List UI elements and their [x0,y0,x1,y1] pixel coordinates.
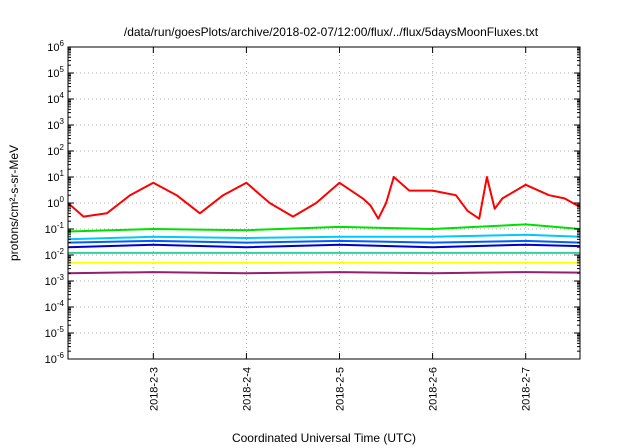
y-tick-label: 103 [47,117,64,132]
y-tick-label: 10-4 [45,299,65,314]
y-tick-label: 102 [47,143,64,158]
y-tick-label: 10-1 [45,221,65,236]
y-axis-label: protons/cm²-s-sr-MeV [7,145,21,261]
x-tick-label: 2018-2-5 [335,367,347,411]
series-line-3 [67,233,581,241]
y-tick-label: 106 [47,39,64,54]
y-axis: 10-6 10-5 10-4 10-3 10-2 10-1 100 101 102 103 104 1… [45,39,580,366]
x-axis: 2018-2-3 2018-2-4 2018-2-5 2018-2-6 2018-2-7 [148,47,533,411]
series-line-5 [67,243,581,249]
series-line-1 [67,176,581,220]
series-line-8 [67,271,581,275]
y-tick-label: 100 [47,195,64,210]
series-group [67,176,581,275]
x-tick-label: 2018-2-6 [428,367,440,411]
y-tick-label: 10-2 [45,247,65,262]
x-tick-label: 2018-2-7 [521,367,533,411]
y-tick-label: 10-3 [45,273,65,288]
y-tick-label: 10-6 [45,351,65,366]
chart-title: /data/run/goesPlots/archive/2018-02-07/1… [124,25,539,39]
y-tick-label: 10-5 [45,325,65,340]
y-tick-label: 105 [47,65,64,80]
x-tick-label: 2018-2-3 [148,367,160,411]
series-line-2 [67,223,581,233]
x-tick-label: 2018-2-4 [241,367,253,411]
series-line-4 [67,239,581,244]
y-tick-label: 104 [47,91,64,106]
y-tick-label: 101 [47,169,64,184]
x-axis-label: Coordinated Universal Time (UTC) [232,431,416,445]
grid [68,47,580,359]
